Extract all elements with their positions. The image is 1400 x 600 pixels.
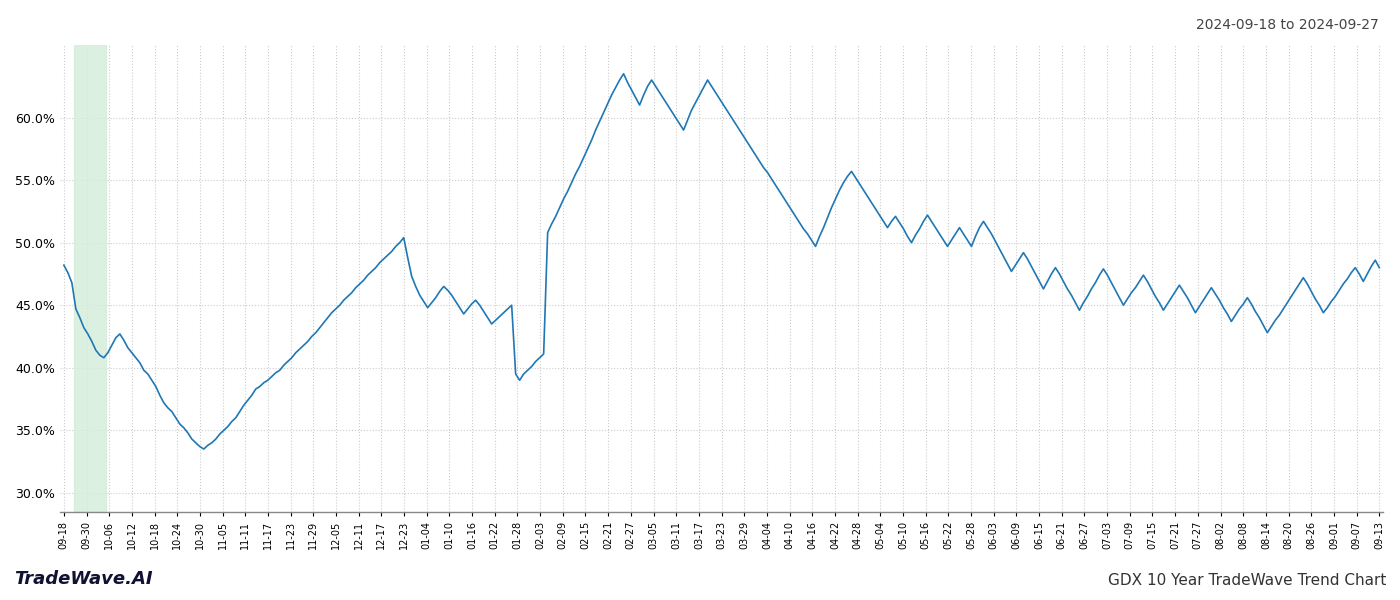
Text: 2024-09-18 to 2024-09-27: 2024-09-18 to 2024-09-27: [1196, 18, 1379, 32]
Bar: [74, 45, 106, 512]
Text: GDX 10 Year TradeWave Trend Chart: GDX 10 Year TradeWave Trend Chart: [1107, 573, 1386, 588]
Text: TradeWave.AI: TradeWave.AI: [14, 570, 153, 588]
